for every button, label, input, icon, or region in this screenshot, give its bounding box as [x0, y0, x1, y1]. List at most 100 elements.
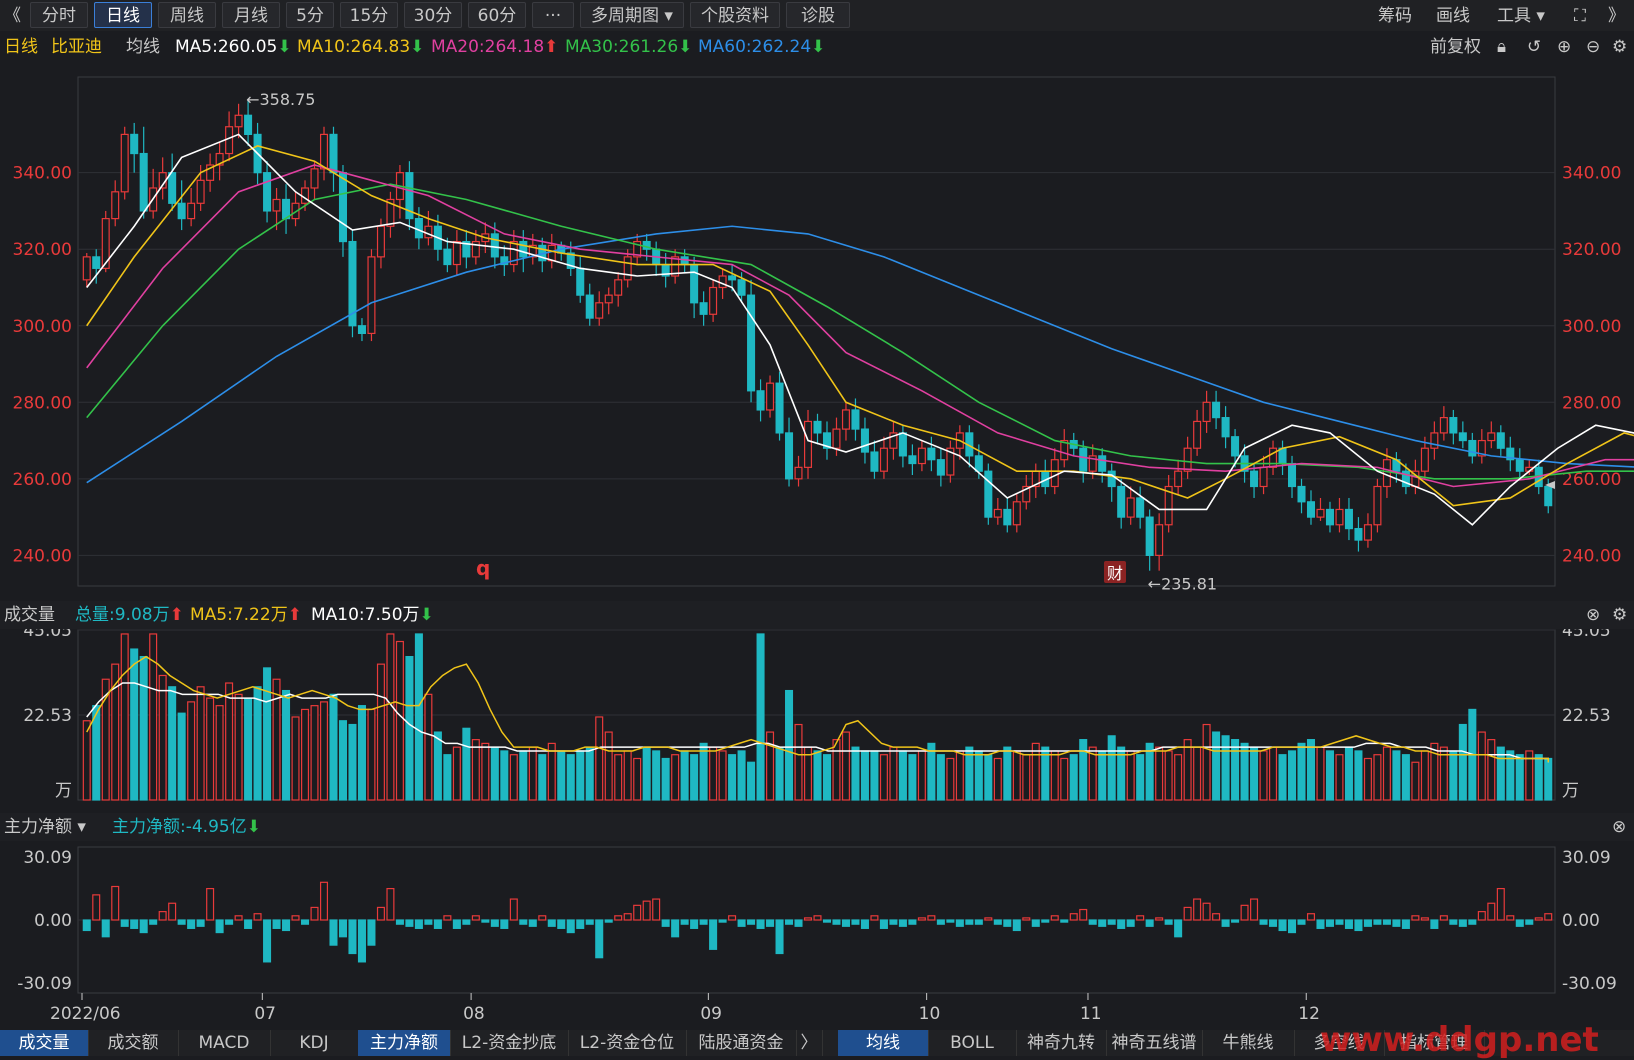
candle-body	[1363, 524, 1372, 541]
volume-bar	[111, 663, 120, 801]
flow-bar	[1439, 915, 1448, 921]
fq-selector[interactable]: 前复权	[1430, 37, 1481, 57]
candle-body	[832, 428, 841, 449]
period-tab-3[interactable]: 月线	[222, 2, 280, 28]
volume-bar	[661, 757, 670, 801]
overlay-tab-1[interactable]: BOLL	[928, 1030, 1017, 1056]
period-tab-6[interactable]: 30分	[404, 2, 462, 28]
flow-bar	[1069, 913, 1078, 921]
indicator-tab-7[interactable]: 陆股通资金	[686, 1030, 797, 1056]
overlay-tab-6[interactable]: 指标管理	[1384, 1030, 1485, 1056]
volume-bar	[889, 746, 898, 801]
candle-body	[747, 294, 756, 392]
period-tab-1[interactable]: 日线	[94, 2, 152, 28]
volume-bar	[690, 754, 699, 801]
period-tab-4[interactable]: 5分	[286, 2, 334, 28]
more-tabs-icon[interactable]: 〉	[796, 1030, 823, 1056]
candle-body	[120, 133, 129, 193]
volume-title[interactable]: 成交量	[4, 605, 55, 625]
overlay-tab-3[interactable]: 神奇五线谱	[1106, 1030, 1203, 1056]
indicator-tab-6[interactable]: L2-资金仓位	[568, 1030, 687, 1056]
candle-body	[1344, 508, 1353, 530]
volume-bar	[841, 731, 850, 801]
zoom-out-icon[interactable]: ⊖	[1586, 37, 1601, 57]
volume-bar	[282, 689, 291, 801]
tools-menu[interactable]: 工具 ▾	[1497, 6, 1545, 26]
volume-bar	[1069, 754, 1078, 801]
flow-bar	[652, 898, 661, 921]
x-label: 2022/06	[50, 1004, 121, 1024]
candle-body	[1335, 508, 1344, 526]
overlay-tab-2[interactable]: 神奇九转	[1016, 1030, 1107, 1056]
candle-body	[879, 447, 888, 472]
indicator-tab-3[interactable]: KDJ	[270, 1030, 359, 1056]
chart-canvas[interactable]: 340.00 340.00 320.00 320.00 300.00 300.00 280.…	[0, 0, 1634, 1030]
volume-bar	[1287, 750, 1297, 801]
candle-body	[1079, 447, 1088, 472]
volume-bar	[1401, 754, 1410, 801]
flow-bar	[1316, 919, 1325, 929]
ma-label[interactable]: 均线	[126, 37, 160, 57]
close-flow-icon[interactable]: ⊗	[1612, 817, 1627, 837]
collapse-icon[interactable]: 》	[1608, 6, 1625, 26]
volume-bar	[1335, 754, 1344, 801]
volume-bar	[1439, 746, 1448, 801]
close-volume-icon[interactable]: ⊗	[1586, 605, 1601, 625]
stock-name[interactable]: 比亚迪	[51, 37, 102, 57]
period-tab-2[interactable]: 周线	[158, 2, 216, 28]
flow-bar	[614, 915, 623, 921]
back-button[interactable]: 《	[4, 6, 21, 26]
period-tab-0[interactable]: 分时	[30, 2, 88, 28]
period-tab-5[interactable]: 15分	[340, 2, 398, 28]
volume-bar	[1487, 739, 1496, 801]
period-tab-10[interactable]: 个股资料	[690, 2, 780, 28]
fullscreen-icon[interactable]: ⛶	[1574, 6, 1586, 26]
chips-button[interactable]: 筹码	[1378, 6, 1412, 26]
candle-body	[775, 382, 784, 434]
settings-icon[interactable]: ⚙	[1612, 37, 1628, 57]
zoom-in-icon[interactable]: ⊕	[1557, 37, 1572, 57]
period-tab-11[interactable]: 诊股	[786, 2, 850, 28]
candle-body	[1506, 447, 1515, 461]
candle-body	[1060, 439, 1069, 461]
candle-body	[1174, 470, 1183, 488]
flow-bar	[879, 919, 888, 929]
flow-bar	[1079, 908, 1088, 921]
flow-bar	[244, 919, 253, 929]
flow-bar	[1335, 919, 1344, 925]
flow-bar	[1164, 919, 1173, 925]
indicator-tab-2[interactable]: MACD	[178, 1030, 271, 1056]
overlay-tab-5[interactable]: 多空线	[1294, 1030, 1385, 1056]
draw-line-button[interactable]: 画线	[1436, 6, 1470, 26]
flow-bar	[1145, 919, 1154, 927]
volume-bar	[500, 750, 509, 801]
flow-bar	[993, 919, 1002, 925]
overlay-tab-4[interactable]: 牛熊线	[1202, 1030, 1295, 1056]
volume-tick-right: 22.53	[1562, 706, 1611, 726]
indicator-tab-0[interactable]: 成交量	[0, 1030, 89, 1056]
volume-bar	[1544, 757, 1553, 801]
candle-body	[1098, 455, 1107, 472]
flow-bar	[803, 917, 813, 921]
indicator-tab-5[interactable]: L2-资金抄底	[450, 1030, 569, 1056]
flow-bar	[709, 919, 718, 950]
indicator-tab-1[interactable]: 成交额	[88, 1030, 179, 1056]
overlay-tab-0[interactable]: 均线	[838, 1030, 929, 1056]
flow-bar	[794, 919, 803, 927]
flow-bar	[690, 919, 699, 929]
lock-icon[interactable]: 🔒︎	[1497, 37, 1507, 57]
period-tab-9[interactable]: 多周期图 ▾	[580, 2, 684, 28]
volume-bar	[130, 648, 139, 801]
volume-bar	[1373, 754, 1382, 801]
volume-bar	[1278, 754, 1287, 801]
period-tab-7[interactable]: 60分	[468, 2, 526, 28]
volume-bar	[291, 716, 300, 801]
volume-bar	[974, 750, 983, 801]
undo-icon[interactable]: ↺	[1527, 37, 1542, 57]
indicator-tab-4[interactable]: 主力净额	[358, 1030, 451, 1056]
volume-bar	[604, 731, 613, 801]
flow-title[interactable]: 主力净额 ▾	[4, 817, 86, 837]
volume-settings-icon[interactable]: ⚙	[1612, 605, 1628, 625]
period-tab-8[interactable]: ···	[532, 2, 574, 28]
flow-bar	[1183, 906, 1192, 921]
